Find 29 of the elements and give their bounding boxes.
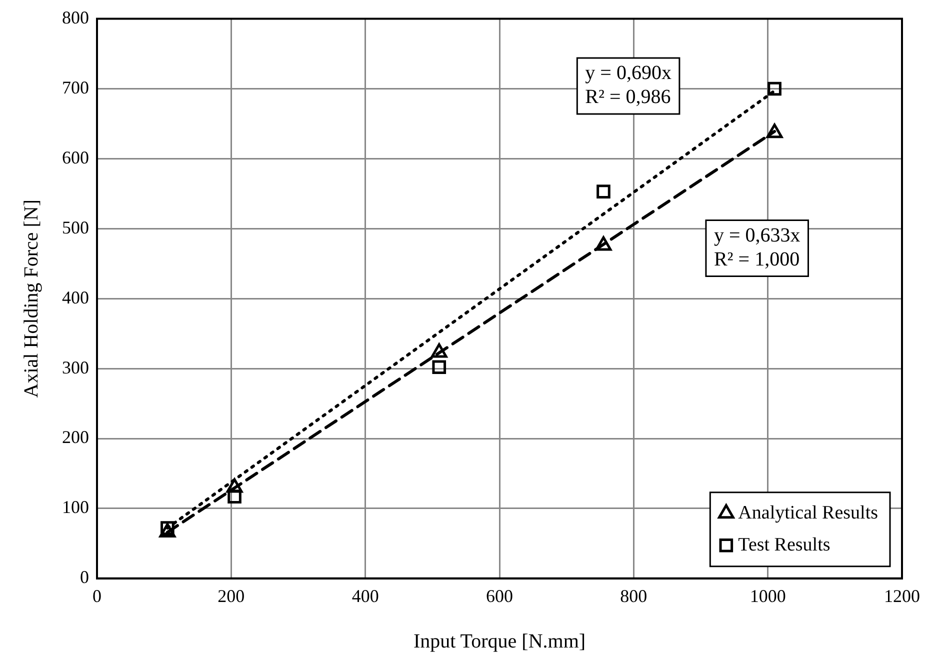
y-tick-label: 400 [62,287,89,308]
y-tick-label: 700 [62,77,89,98]
x-axis-title: Input Torque [N.mm] [413,630,586,652]
point [226,478,243,493]
y-tick-label: 600 [62,147,89,168]
legend-label: Test Results [738,534,830,556]
y-tick-label: 100 [62,497,89,518]
x-tick-label: 1000 [750,586,786,606]
point [768,82,782,96]
x-tick-label: 0 [92,586,102,606]
y-axis-title: Axial Holding Force [N] [20,199,42,398]
point [595,236,612,251]
y-tick-label: 500 [62,217,89,238]
x-tick-label: 200 [218,586,245,606]
point [766,124,783,138]
annotation: y = 0,633x R² = 1,000 [714,224,800,270]
x-tick-label: 600 [486,586,513,606]
y-tick-label: 0 [80,567,89,588]
legend-label: Analytical Results [738,502,878,524]
y-tick-label: 300 [62,357,89,378]
annotation: y = 0,690x R² = 0,986 [585,62,672,108]
x-tick-label: 400 [352,586,379,606]
point [159,522,176,538]
point [596,184,610,198]
x-tick-label: 800 [620,586,648,606]
y-tick-label: 200 [62,427,89,448]
y-tick-label: 800 [62,8,89,28]
x-tick-label: 1200 [884,586,920,606]
point [430,343,448,358]
